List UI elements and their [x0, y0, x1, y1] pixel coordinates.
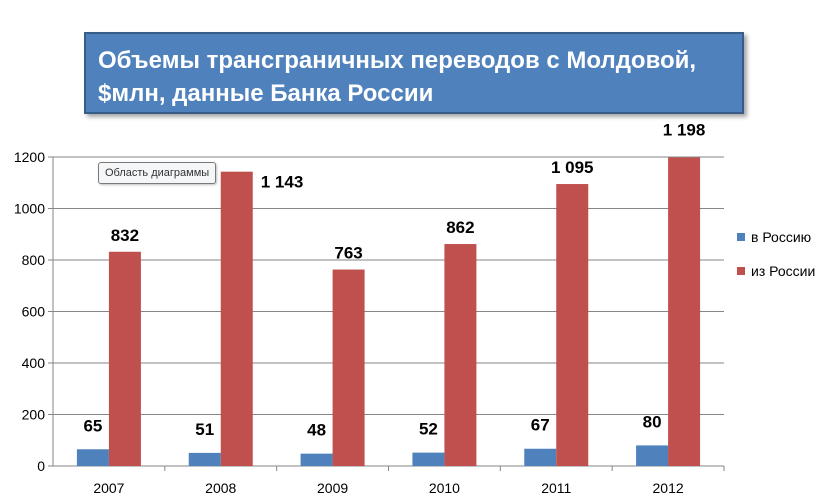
y-tick-label: 0: [37, 458, 45, 474]
data-label: 832: [111, 226, 139, 245]
chart-title-box: Объемы трансграничных переводов с Молдов…: [84, 32, 744, 114]
chart-title: Объемы трансграничных переводов с Молдов…: [98, 47, 697, 107]
x-tick-label: 2011: [541, 480, 571, 496]
y-tick-label: 200: [22, 407, 46, 423]
legend-label-to-russia: в Россию: [751, 229, 812, 245]
data-label: 65: [83, 416, 102, 435]
bar-to-russia: [636, 445, 669, 466]
data-label: 51: [195, 420, 214, 439]
bar-from-russia: [556, 184, 589, 466]
y-tick-label: 1200: [14, 149, 45, 165]
bar-to-russia: [300, 453, 333, 466]
bar-to-russia: [524, 448, 557, 466]
y-tick-label: 400: [22, 355, 46, 371]
x-tick-label: 2010: [429, 480, 460, 496]
bar-to-russia: [188, 452, 221, 466]
chart-area-tooltip: Область диаграммы: [98, 162, 217, 184]
data-label: 1 198: [663, 121, 706, 140]
bar-to-russia: [412, 452, 445, 466]
legend[interactable]: в Россию из России: [737, 228, 815, 296]
legend-label-from-russia: из России: [751, 263, 816, 279]
y-tick-label: 600: [22, 304, 46, 320]
bar-to-russia: [76, 449, 109, 466]
bar-from-russia: [668, 157, 701, 466]
data-label: 1 095: [551, 158, 594, 177]
data-label: 862: [446, 218, 474, 237]
x-tick-label: 2012: [653, 480, 684, 496]
legend-item-to-russia[interactable]: в Россию: [737, 228, 815, 246]
legend-swatch-to-russia: [737, 233, 745, 241]
bar-from-russia: [444, 244, 477, 466]
x-tick-label: 2009: [317, 480, 348, 496]
data-label: 1 143: [261, 173, 304, 192]
data-label: 80: [643, 412, 662, 431]
data-label: 67: [531, 416, 550, 435]
data-label: 52: [419, 420, 438, 439]
legend-item-from-russia[interactable]: из России: [737, 262, 815, 280]
x-tick-label: 2007: [93, 480, 124, 496]
y-tick-label: 1000: [14, 201, 45, 217]
legend-swatch-from-russia: [737, 267, 745, 275]
bar-from-russia: [108, 251, 141, 466]
bar-from-russia: [220, 171, 253, 467]
x-tick-label: 2008: [205, 480, 236, 496]
bar-from-russia: [332, 269, 365, 466]
data-label: 48: [307, 421, 326, 440]
data-label: 763: [334, 244, 362, 263]
y-tick-label: 800: [22, 252, 46, 268]
